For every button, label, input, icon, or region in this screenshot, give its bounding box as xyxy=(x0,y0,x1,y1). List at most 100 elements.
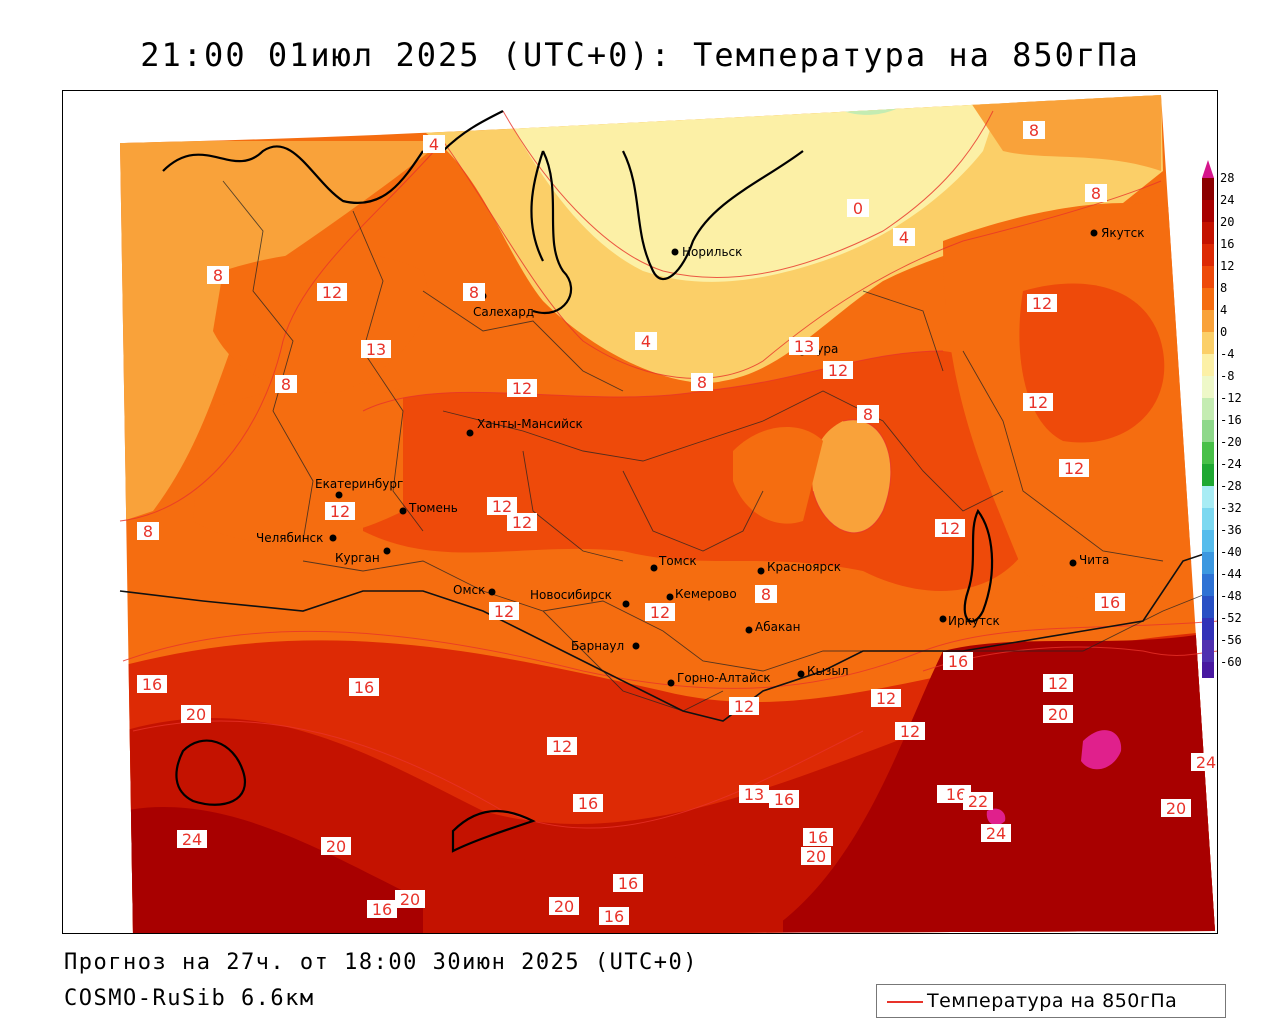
svg-text:8: 8 xyxy=(761,585,771,604)
city-krasnoyarsk: Красноярск xyxy=(757,560,841,575)
isotherm-label: 12 xyxy=(507,379,537,398)
isotherm-label: 16 xyxy=(367,900,397,919)
city-omsk: Омск xyxy=(453,583,496,597)
svg-text:13: 13 xyxy=(744,785,764,804)
isotherm-label: 24 xyxy=(177,830,207,849)
isotherm-label: 12 xyxy=(823,361,853,380)
isotherm-label: 8 xyxy=(755,585,777,604)
model-name: COSMO-RuSib 6.6км xyxy=(64,986,315,1011)
colorbar-tick-label: -32 xyxy=(1220,501,1242,515)
isotherm-label: 24 xyxy=(1191,753,1217,772)
isotherm-lines xyxy=(119,110,1217,829)
isotherm-label: 16 xyxy=(1095,593,1125,612)
svg-text:12: 12 xyxy=(734,697,754,716)
isotherm-label: 0 xyxy=(847,199,869,218)
isotherm-label: 20 xyxy=(1043,705,1073,724)
svg-text:16: 16 xyxy=(578,794,598,813)
colorbar-tick-label: -12 xyxy=(1220,391,1242,405)
city-tomsk: Томск xyxy=(650,554,697,572)
colorbar-swatch xyxy=(1202,552,1214,574)
colorbar-swatch xyxy=(1202,464,1214,486)
colorbar-swatch xyxy=(1202,332,1214,354)
svg-text:12: 12 xyxy=(1028,393,1048,412)
svg-text:22: 22 xyxy=(968,792,988,811)
colorbar-swatches xyxy=(1202,160,1214,678)
city-markers: Норильск Якутск Салехард Тура Ханты-Манс… xyxy=(256,226,1145,687)
isotherm-label: 13 xyxy=(789,337,819,356)
colorbar-swatch xyxy=(1202,310,1214,332)
svg-text:Салехард: Салехард xyxy=(473,305,534,319)
svg-text:12: 12 xyxy=(1064,459,1084,478)
svg-text:12: 12 xyxy=(1032,294,1052,313)
svg-text:12: 12 xyxy=(330,502,350,521)
svg-text:Чита: Чита xyxy=(1079,553,1109,567)
isotherm-label: 16 xyxy=(599,907,629,926)
colorbar-tick-label: 16 xyxy=(1220,237,1234,251)
svg-text:12: 12 xyxy=(512,379,532,398)
colorbar-swatch xyxy=(1202,618,1214,640)
svg-text:Тюмень: Тюмень xyxy=(408,501,458,515)
colorbar-tick-label: -48 xyxy=(1220,589,1242,603)
svg-text:Курган: Курган xyxy=(335,551,380,565)
isotherm-label: 8 xyxy=(463,283,485,302)
colorbar-swatch xyxy=(1202,266,1214,288)
colorbar-swatch xyxy=(1202,376,1214,398)
isotherm-label: 16 xyxy=(573,794,603,813)
legend-label: Температура на 850гПа xyxy=(927,990,1178,1012)
colorbar-tick-label: -16 xyxy=(1220,413,1242,427)
svg-text:16: 16 xyxy=(142,675,162,694)
svg-text:Кызыл: Кызыл xyxy=(807,664,849,678)
svg-text:16: 16 xyxy=(808,828,828,847)
isotherm-label: 4 xyxy=(423,135,445,154)
isotherm-label: 4 xyxy=(893,228,915,247)
isotherm-label: 24 xyxy=(981,824,1011,843)
colorbar-tick-label: 28 xyxy=(1220,171,1234,185)
svg-text:8: 8 xyxy=(1029,121,1039,140)
national-border xyxy=(119,550,1214,722)
svg-text:20: 20 xyxy=(400,890,420,909)
isotherm-label: 22 xyxy=(963,792,993,811)
colorbar-swatch xyxy=(1202,662,1214,678)
city-gorno-altaysk: Горно-Алтайск xyxy=(667,671,771,687)
forecast-info: Прогноз на 27ч. от 18:00 30июн 2025 (UTC… xyxy=(64,950,699,975)
svg-text:24: 24 xyxy=(1196,753,1216,772)
colorbar-swatch xyxy=(1202,178,1214,200)
temperature-field xyxy=(120,95,1215,933)
svg-text:Екатеринбург: Екатеринбург xyxy=(315,477,403,491)
colorbar-tick-label: 20 xyxy=(1220,215,1234,229)
svg-text:16: 16 xyxy=(372,900,392,919)
svg-text:Новосибирск: Новосибирск xyxy=(530,588,612,602)
city-abakan: Абакан xyxy=(745,620,800,634)
svg-text:12: 12 xyxy=(322,283,342,302)
svg-text:8: 8 xyxy=(863,405,873,424)
isotherm-label: 8 xyxy=(1023,121,1045,140)
colorbar-tick-label: 4 xyxy=(1220,303,1227,317)
svg-text:16: 16 xyxy=(946,785,966,804)
svg-text:13: 13 xyxy=(794,337,814,356)
isotherm-label: 12 xyxy=(895,722,925,741)
colorbar-swatch xyxy=(1202,244,1214,266)
coastline xyxy=(162,110,994,853)
colorbar-swatch xyxy=(1202,222,1214,244)
svg-text:8: 8 xyxy=(281,375,291,394)
svg-text:Ханты-Мансийск: Ханты-Мансийск xyxy=(477,417,583,431)
isotherm-label: 20 xyxy=(321,837,351,856)
colorbar-tick-label: -44 xyxy=(1220,567,1242,581)
svg-text:8: 8 xyxy=(1091,184,1101,203)
svg-text:8: 8 xyxy=(469,283,479,302)
city-tyumen: Тюмень xyxy=(399,501,458,515)
svg-text:12: 12 xyxy=(940,519,960,538)
city-kemerovo: Кемерово xyxy=(666,587,737,601)
colorbar-swatch xyxy=(1202,288,1214,310)
isotherm-label: 4 xyxy=(635,332,657,351)
svg-text:12: 12 xyxy=(552,737,572,756)
svg-text:12: 12 xyxy=(650,603,670,622)
isotherm-label: 16 xyxy=(613,874,643,893)
map-title: 21:00 01июл 2025 (UTC+0): Температура на… xyxy=(140,36,1140,74)
isotherm-label: 12 xyxy=(547,737,577,756)
colorbar-tick-label: 8 xyxy=(1220,281,1227,295)
legend: Температура на 850гПа xyxy=(876,984,1226,1018)
svg-text:13: 13 xyxy=(366,340,386,359)
svg-text:8: 8 xyxy=(213,266,223,285)
city-irkutsk: Иркутск xyxy=(939,614,1000,628)
